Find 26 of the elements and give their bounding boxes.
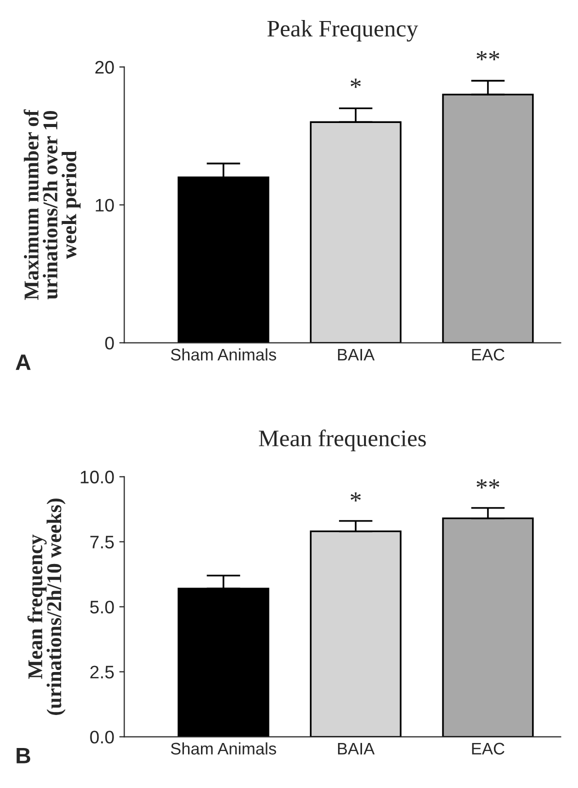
annotation: ** bbox=[476, 479, 500, 489]
y-tick-label: 0.0 bbox=[90, 730, 114, 744]
y-tick-label: 10 bbox=[96, 198, 114, 212]
bar bbox=[178, 588, 270, 737]
annotation: * bbox=[350, 78, 361, 88]
y-tick-label: 0 bbox=[105, 336, 114, 350]
bar bbox=[442, 94, 534, 343]
y-axis-title: Mean frequency (urinations/2h/10 weeks) bbox=[27, 498, 66, 715]
chart-title: Mean frequencies bbox=[258, 430, 426, 452]
x-tick-label: BAIA bbox=[338, 742, 375, 754]
y-tick-label: 10.0 bbox=[80, 470, 114, 484]
x-tick-label: Sham Animals bbox=[170, 742, 276, 755]
text: A bbox=[16, 354, 31, 370]
y-tick-label: 2.5 bbox=[90, 666, 114, 678]
chart-title: Peak Frequency bbox=[267, 20, 418, 42]
y-tick-label: 20 bbox=[95, 60, 114, 74]
y-tick-label: 7.5 bbox=[90, 536, 114, 548]
text: ** bbox=[476, 51, 500, 60]
y-axis-title: Maximum number of urinations/2h over 10 week period bbox=[24, 109, 81, 300]
y-tick-label: 5.0 bbox=[90, 600, 114, 614]
x-tick-label: EAC bbox=[472, 742, 504, 755]
x-tick-label: BAIA bbox=[338, 348, 375, 360]
text: B bbox=[16, 748, 30, 764]
x-tick-label: Sham Animals bbox=[170, 348, 276, 361]
annotation: * bbox=[350, 492, 361, 502]
x-tick-label: EAC bbox=[472, 348, 504, 361]
